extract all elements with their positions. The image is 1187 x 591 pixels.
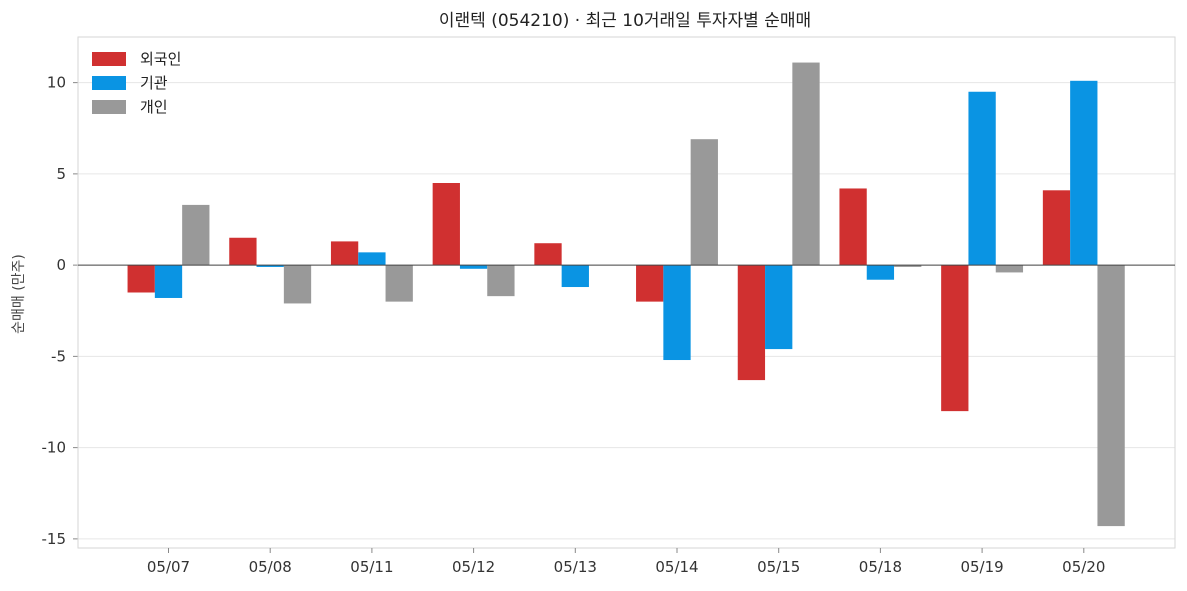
y-tick-label: 5 bbox=[56, 165, 66, 183]
chart-title: 이랜텍 (054210) · 최근 10거래일 투자자별 순매매 bbox=[439, 11, 811, 31]
y-tick-label: 10 bbox=[47, 74, 66, 92]
legend-swatch bbox=[92, 76, 126, 90]
bar bbox=[283, 265, 312, 304]
bar bbox=[866, 265, 895, 280]
x-tick-label: 05/08 bbox=[249, 558, 292, 576]
bar bbox=[765, 265, 793, 350]
bar bbox=[561, 265, 589, 288]
x-tick-label: 05/12 bbox=[452, 558, 495, 576]
x-tick-label: 05/19 bbox=[960, 558, 1003, 576]
bars bbox=[127, 62, 1125, 527]
bar bbox=[968, 91, 996, 266]
bar bbox=[1070, 80, 1098, 266]
x-tick-label: 05/14 bbox=[655, 558, 698, 576]
x-tick-label: 05/18 bbox=[859, 558, 902, 576]
legend-label: 기관 bbox=[140, 74, 168, 92]
bar bbox=[839, 188, 867, 266]
bar bbox=[1097, 265, 1125, 527]
bar bbox=[385, 265, 413, 302]
x-tick-label: 05/20 bbox=[1062, 558, 1105, 576]
legend-swatch bbox=[92, 52, 126, 66]
bar bbox=[737, 265, 766, 381]
legend-label: 개인 bbox=[140, 98, 168, 116]
x-tick-label: 05/07 bbox=[147, 558, 190, 576]
y-tick-label: -10 bbox=[42, 439, 67, 457]
y-tick-labels: 10 5 0 -5 -10 -15 bbox=[42, 74, 67, 548]
bar bbox=[229, 237, 257, 266]
grid-lines bbox=[73, 82, 1175, 540]
bar bbox=[636, 265, 664, 302]
bar bbox=[432, 183, 460, 266]
y-tick-label: 0 bbox=[56, 256, 66, 274]
bar bbox=[995, 265, 1024, 273]
x-tick-label: 05/11 bbox=[350, 558, 393, 576]
bar bbox=[941, 265, 969, 412]
bar bbox=[256, 265, 284, 267]
y-axis-label: 순매매 (만주) bbox=[11, 254, 27, 334]
x-tick-labels: 05/07 05/08 05/11 05/12 05/13 05/14 05/15 05/18… bbox=[147, 548, 1105, 576]
legend-swatch bbox=[92, 100, 126, 114]
plot-area bbox=[77, 36, 1176, 549]
bar bbox=[690, 139, 718, 266]
bar bbox=[330, 241, 359, 266]
y-tick-label: -5 bbox=[51, 347, 66, 365]
bar bbox=[663, 265, 691, 361]
bar bbox=[534, 243, 562, 266]
x-tick-label: 05/13 bbox=[554, 558, 597, 576]
bar bbox=[459, 265, 488, 269]
bar bbox=[127, 265, 155, 293]
bar bbox=[154, 265, 183, 298]
legend-label: 외국인 bbox=[140, 50, 181, 68]
bar bbox=[358, 252, 386, 266]
y-tick-label: -15 bbox=[42, 530, 67, 548]
bar bbox=[792, 62, 820, 266]
bar bbox=[487, 265, 515, 297]
bar bbox=[1042, 190, 1071, 266]
bar bbox=[182, 204, 210, 266]
x-tick-label: 05/15 bbox=[757, 558, 800, 576]
bar bbox=[894, 265, 922, 267]
